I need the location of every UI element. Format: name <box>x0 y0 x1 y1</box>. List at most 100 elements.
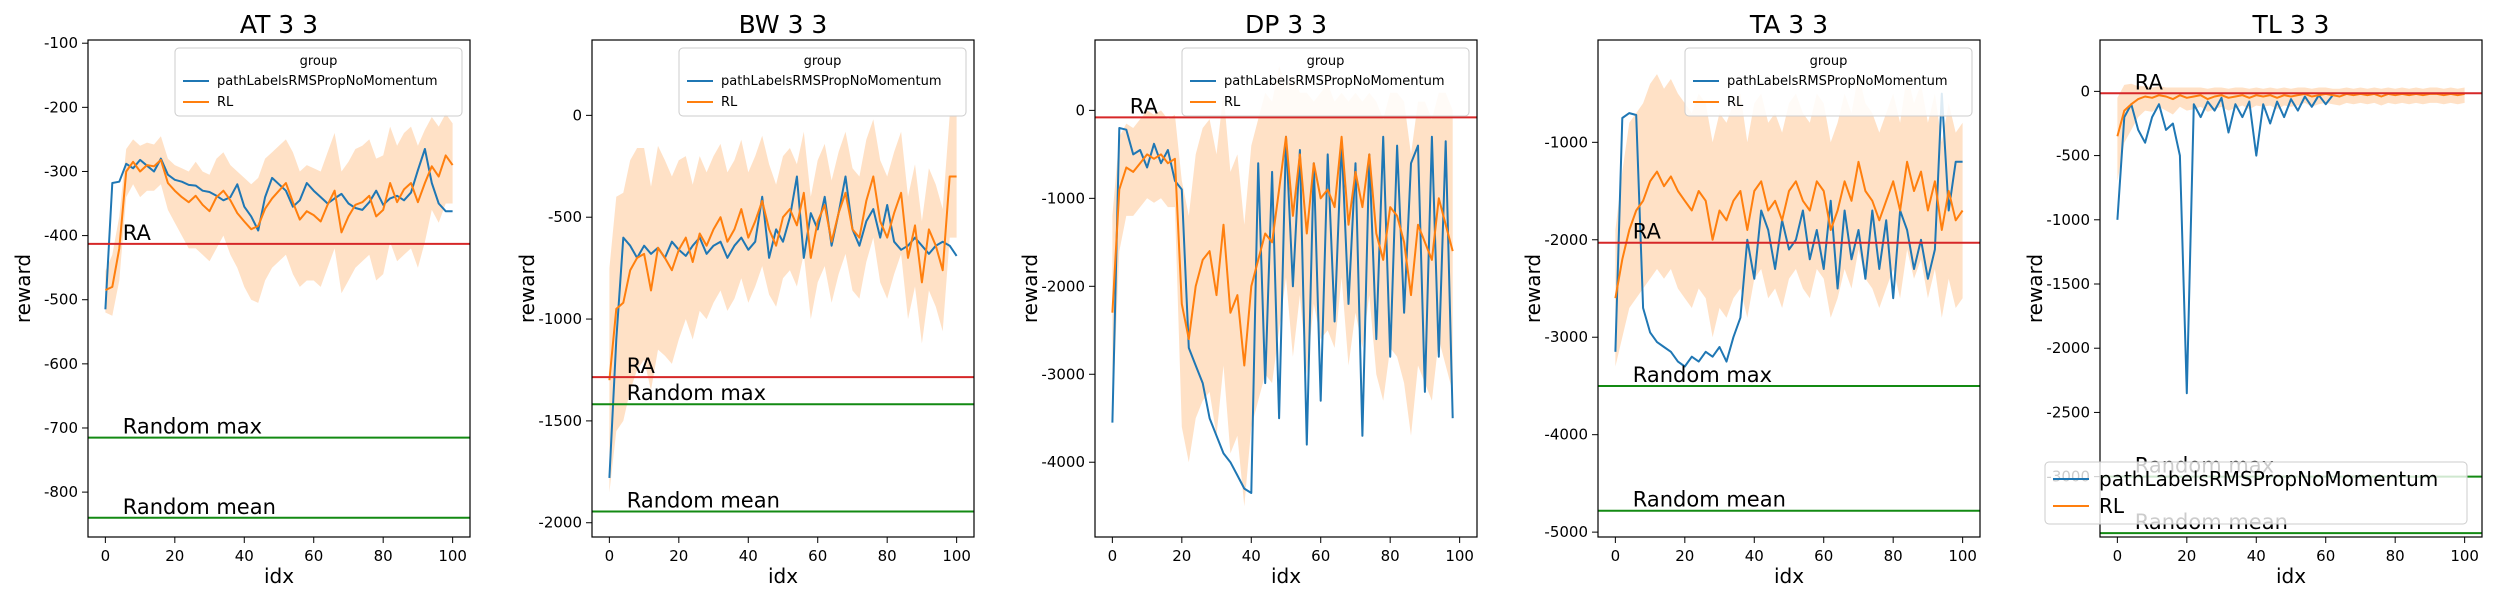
x-tick-label: 40 <box>2247 547 2266 565</box>
y-tick-label: -2000 <box>2046 339 2090 357</box>
y-tick-label: 0 <box>1075 101 1085 119</box>
legend-entry-0: pathLabelsRMSPropNoMomentum <box>2099 467 2438 491</box>
hline-label-0: RA <box>123 221 152 245</box>
legend-box <box>174 47 463 117</box>
legend-title: group <box>804 54 842 69</box>
legend-entry-0: pathLabelsRMSPropNoMomentum <box>721 74 942 89</box>
chart-title: TA 3 3 <box>1749 10 1828 39</box>
x-tick-label: 0 <box>2113 547 2123 565</box>
x-axis-label: idx <box>1774 564 1804 588</box>
y-axis-label: reward <box>2023 254 2047 323</box>
x-tick-label: 100 <box>438 547 467 565</box>
chart-title: DP 3 3 <box>1245 10 1327 39</box>
legend: group pathLabelsRMSPropNoMomentum RL <box>1684 47 1973 117</box>
legend-title: group <box>1810 54 1848 69</box>
x-tick-label: 80 <box>2386 547 2405 565</box>
x-tick-label: 20 <box>1675 547 1694 565</box>
series-line-0 <box>2116 94 2334 395</box>
legend: group pathLabelsRMSPropNoMomentum RL <box>1181 47 1470 117</box>
x-tick-label: 0 <box>101 547 111 565</box>
legend: pathLabelsRMSPropNoMomentum RL <box>2044 461 2468 525</box>
x-tick-label: 60 <box>1814 547 1833 565</box>
legend-box <box>1684 47 1973 117</box>
x-tick-label: 20 <box>165 547 184 565</box>
chart-title: TL 3 3 <box>2252 10 2330 39</box>
y-tick-label: -2500 <box>2046 403 2090 421</box>
chart-panel-3: DP 3 3 idx reward 0 20 40 60 80 100 -4000 -3000 -20… <box>1018 10 1478 588</box>
x-tick-label: 40 <box>235 547 254 565</box>
x-tick-label: 40 <box>739 547 758 565</box>
y-axis-label: reward <box>11 254 35 323</box>
y-tick-label: -800 <box>44 483 78 501</box>
series-line-1 <box>1614 160 1964 299</box>
series-line-0 <box>1111 127 1454 494</box>
x-tick-label: 100 <box>942 547 971 565</box>
x-tick-label: 80 <box>374 547 393 565</box>
legend-entry-1: RL <box>2099 494 2125 518</box>
y-tick-label: -500 <box>2056 147 2090 165</box>
legend-entry-1: RL <box>1727 95 1744 110</box>
y-tick-label: -500 <box>548 208 582 226</box>
series-line-1 <box>608 175 957 381</box>
y-tick-label: -2000 <box>1544 231 1588 249</box>
x-axis-label: idx <box>768 564 798 588</box>
series-band-1 <box>1615 74 1963 367</box>
y-tick-label: -300 <box>44 162 78 180</box>
series-line-1 <box>2116 92 2465 137</box>
x-tick-label: 60 <box>304 547 323 565</box>
legend-entry-0: pathLabelsRMSPropNoMomentum <box>1224 74 1445 89</box>
legend-box <box>2044 461 2468 525</box>
x-tick-label: 60 <box>808 547 827 565</box>
series-line-0 <box>1614 92 1963 368</box>
series-band-1 <box>609 115 957 493</box>
x-tick-label: 100 <box>2450 547 2479 565</box>
plot-area <box>608 115 958 493</box>
chart-panel-5: TL 3 3idxreward020406080100-3000-2500-20… <box>2023 10 2483 588</box>
series-line-0 <box>608 175 958 478</box>
x-axis-label: idx <box>2276 564 2306 588</box>
legend-entry-1: RL <box>721 95 738 110</box>
series-band-1 <box>105 113 453 316</box>
chart-panel-4: TA 3 3 idx reward 0 20 40 60 80 100 -5000 -4000 -30… <box>1521 10 1981 588</box>
series-line-1 <box>104 154 454 292</box>
y-tick-label: 0 <box>572 106 582 124</box>
hline-label-2: Random mean <box>123 495 276 519</box>
legend-title: group <box>300 54 338 69</box>
y-axis-label: reward <box>515 254 539 323</box>
x-tick-label: 20 <box>1172 547 1191 565</box>
chart-panel-2: BW 3 3 idx reward 0 20 40 60 80 100 -2000 -1500 -10… <box>515 10 975 588</box>
hline-label-0: RA <box>627 354 656 378</box>
y-tick-label: -1500 <box>538 412 582 430</box>
y-tick-label: -1000 <box>1041 189 1085 207</box>
plot-area <box>2116 83 2465 395</box>
x-tick-label: 80 <box>1381 547 1400 565</box>
y-tick-label: -1500 <box>2046 275 2090 293</box>
y-tick-label: -200 <box>44 98 78 116</box>
y-tick-label: -500 <box>44 291 78 309</box>
x-tick-label: 100 <box>1948 547 1977 565</box>
legend-entry-1: RL <box>217 95 234 110</box>
x-tick-label: 100 <box>1445 547 1474 565</box>
chart-title: BW 3 3 <box>739 10 828 39</box>
y-tick-label: -4000 <box>1544 426 1588 444</box>
legend-entry-0: pathLabelsRMSPropNoMomentum <box>217 74 438 89</box>
y-tick-label: -4000 <box>1041 453 1085 471</box>
x-tick-label: 0 <box>1108 547 1118 565</box>
hline-label-1: Random max <box>1633 363 1772 387</box>
y-tick-label: -1000 <box>538 310 582 328</box>
plot-area <box>1614 74 1964 368</box>
chart-panel-1: AT 3 3 idx reward 0 20 40 60 80 100 -800 -700 -600 -… <box>11 10 471 588</box>
legend-box <box>678 47 967 117</box>
y-tick-label: -100 <box>44 34 78 52</box>
axes-frame <box>1597 39 1981 538</box>
plot-area <box>104 113 454 316</box>
y-tick-label: -2000 <box>538 514 582 532</box>
legend-title: group <box>1307 54 1345 69</box>
legend-box <box>1181 47 1470 117</box>
hline-label-0: RA <box>2135 70 2164 94</box>
axes-frame <box>87 39 471 538</box>
y-tick-label: -5000 <box>1544 523 1588 541</box>
hline-label-0: RA <box>1633 220 1662 244</box>
chart-title: AT 3 3 <box>240 10 318 39</box>
